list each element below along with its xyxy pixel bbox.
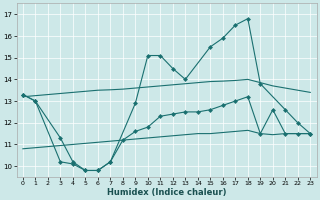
X-axis label: Humidex (Indice chaleur): Humidex (Indice chaleur) bbox=[107, 188, 226, 197]
